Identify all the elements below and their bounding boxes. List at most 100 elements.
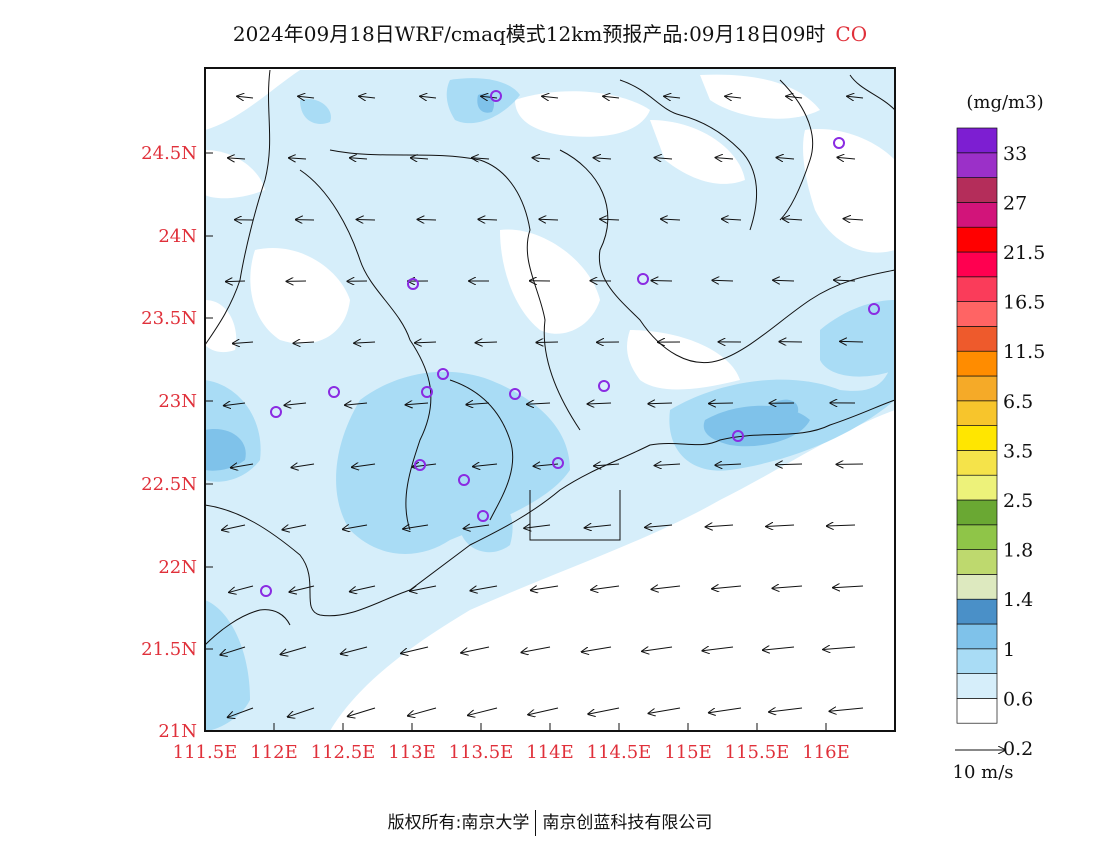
wind-vector: [345, 403, 368, 405]
wind-vector: [237, 96, 254, 98]
hk-box: [529, 490, 621, 541]
colorbar-label: 3.5: [1003, 440, 1033, 462]
wind-vector: [284, 403, 307, 405]
wind-vector: [664, 96, 681, 98]
station-marker: [270, 406, 282, 418]
map-figure: 111.5E 112E 112.5E 113E 113.5E 114E 114.5E 115E…: [141, 67, 1045, 783]
colorbar-swatch: [956, 375, 998, 402]
lon-tick-label: 113E: [388, 742, 436, 763]
colorbar-swatch: [956, 474, 998, 501]
wind-vector: [289, 585, 315, 592]
chart-title: 2024年09月18日WRF/cmaq模式12km预报产品:09月18日09时 C…: [0, 18, 1100, 47]
wind-vector: [582, 646, 612, 652]
province-border-7: [849, 74, 895, 111]
wind-vector: [533, 158, 551, 159]
wind-vector: [715, 464, 742, 465]
wind-vector: [769, 708, 803, 712]
wind-vector: [418, 219, 437, 220]
wind-vector: [588, 403, 612, 404]
lat-tick-label: 22.5N: [141, 474, 197, 495]
wind-vector: [282, 525, 307, 530]
wind-vector: [773, 586, 803, 588]
field-medium-se: [820, 300, 895, 377]
footer: 版权所有:南京大学 南京创蓝科技有限公司: [0, 808, 1100, 836]
wind-vector: [651, 281, 673, 282]
wind-vector: [536, 342, 559, 343]
wind-vector: [725, 96, 742, 98]
wind-vector: [766, 525, 795, 527]
latitude-axis: 24.5N 24N 23.5N 23N 22.5N 22N 21.5N 21N: [141, 143, 213, 742]
footer-copyright: 版权所有:南京大学: [387, 813, 530, 833]
wind-vector: [410, 585, 437, 591]
wind-vector: [652, 586, 681, 589]
wind-vector: [603, 96, 620, 98]
field-light-land: [205, 68, 895, 731]
field-gap-3: [500, 229, 600, 334]
hainan-north-coast: [205, 609, 291, 646]
wind-legend-label: 10 m/s: [953, 762, 1014, 783]
colorbar-swatch: [956, 301, 998, 327]
wind-vector: [222, 524, 246, 530]
field-medium-pearl: [460, 497, 513, 553]
wind-vector: [233, 342, 254, 344]
wind-vector: [844, 219, 864, 220]
wind-vector: [478, 219, 498, 220]
colorbar-label: 1.8: [1003, 540, 1033, 562]
wind-vector: [415, 342, 437, 343]
wind-vector: [594, 158, 612, 159]
colorbar-swatch: [956, 450, 998, 476]
colorbar-swatch: [956, 673, 998, 699]
wind-arrows: [220, 96, 864, 717]
wind-legend: 10 m/s: [953, 750, 1014, 783]
wind-vector: [470, 585, 498, 591]
wind-vector: [716, 158, 734, 159]
colorbar-label: 0.6: [1003, 688, 1033, 710]
station-marker: [477, 510, 489, 522]
field-gap-8: [627, 330, 740, 390]
wind-vector: [359, 96, 376, 98]
colorbar-unit: (mg/m3): [966, 92, 1043, 113]
wind-vector: [341, 646, 368, 654]
colorbar-label: 1.4: [1003, 589, 1033, 611]
colorbar-label: 16.5: [1003, 292, 1045, 314]
wind-vector: [722, 219, 742, 220]
wind-vector: [350, 158, 368, 159]
station-marker: [407, 278, 419, 290]
field-gap-7: [803, 129, 895, 253]
colorbar-swatch: [956, 499, 998, 526]
station-marker: [732, 430, 744, 442]
wind-vector: [357, 220, 376, 221]
wind-vector: [786, 96, 803, 98]
wind-vector: [229, 585, 254, 592]
lat-tick-label: 24.5N: [141, 143, 197, 164]
colorbar-swatch: [956, 350, 998, 377]
wind-vector: [709, 707, 742, 713]
wind-vector: [655, 464, 681, 466]
wind-vector: [539, 219, 559, 220]
wind-vector: [524, 525, 551, 528]
wind-vector: [473, 464, 498, 467]
wind-vector: [481, 96, 498, 98]
station-marker: [421, 386, 433, 398]
colorbar-label: 33: [1003, 143, 1027, 165]
colorbar-label: 11.5: [1003, 341, 1045, 363]
colorbar-label: 6.5: [1003, 391, 1033, 413]
province-border-8: [449, 379, 514, 521]
lat-tick-label: 21N: [158, 721, 197, 742]
station-marker: [414, 459, 426, 471]
colorbar-swatch: [956, 276, 998, 302]
station-marker: [437, 368, 449, 380]
lon-tick-label: 111.5E: [173, 742, 238, 763]
wind-vector: [642, 647, 673, 651]
wind-vector: [350, 585, 376, 592]
colorbar-swatch: [956, 648, 998, 674]
wind-vector: [847, 96, 864, 98]
field-gap-6: [650, 120, 745, 184]
wind-vector: [773, 280, 795, 281]
field-medium-delta: [336, 371, 570, 554]
wind-vector: [706, 525, 734, 527]
wind-vector: [354, 342, 376, 343]
wind-vector: [542, 96, 559, 98]
station-marker: [328, 386, 340, 398]
wind-vector: [401, 646, 429, 653]
